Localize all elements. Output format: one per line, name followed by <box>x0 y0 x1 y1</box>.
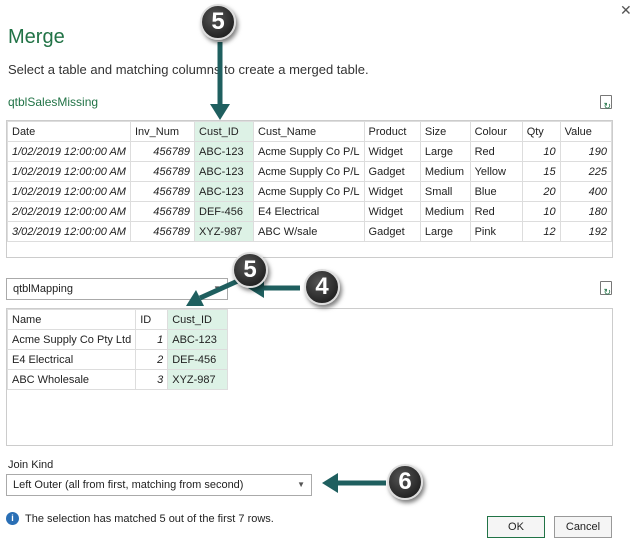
table-row: 2/02/2019 12:00:00 AM 456789 DEF-456 E4 Ele… <box>7 201 613 222</box>
dialog-title: Merge <box>8 26 65 48</box>
table-row: 3/02/2019 12:00:00 AM 456789 XYZ-987 ABC W/… <box>7 221 613 242</box>
annotation-badge: 4 <box>304 269 340 305</box>
column-header[interactable]: Colour <box>469 121 523 142</box>
table-cell: Large <box>419 221 471 242</box>
table-cell: ABC-123 <box>167 329 229 350</box>
annotation-badge: 5 <box>232 252 268 288</box>
close-button[interactable]: ✕ <box>620 2 632 18</box>
table-cell: 192 <box>559 221 613 242</box>
chevron-down-icon: ▼ <box>297 480 305 489</box>
column-header[interactable]: Inv_Num <box>129 121 196 142</box>
table-cell: ABC-123 <box>194 141 255 162</box>
column-header[interactable]: Cust_ID <box>167 309 229 330</box>
table-cell: 3/02/2019 12:00:00 AM <box>7 221 131 242</box>
cancel-button[interactable]: Cancel <box>554 516 612 538</box>
table-cell: 456789 <box>129 221 196 242</box>
table1-preview: Date Inv_Num Cust_ID Cust_Name Product Size Co… <box>6 120 613 258</box>
column-header[interactable]: Value <box>559 121 613 142</box>
column-header[interactable]: Name <box>6 309 137 330</box>
column-header[interactable]: Cust_Name <box>253 121 365 142</box>
table-cell: DEF-456 <box>194 201 255 222</box>
table-cell: Large <box>419 141 471 162</box>
column-header[interactable]: Cust_ID <box>194 121 255 142</box>
table1-name: qtblSalesMissing <box>8 95 99 109</box>
table2-grid: Name ID Cust_ID Acme Supply Co Pty Ltd 1 ABC-… <box>6 309 229 390</box>
annotation-badge: 5 <box>200 4 236 40</box>
match-status: i The selection has matched 5 out of the… <box>6 512 274 525</box>
dialog-subtitle: Select a table and matching columns to c… <box>8 62 369 77</box>
annotation-badge: 6 <box>387 464 423 500</box>
table-cell: ABC-123 <box>194 181 255 202</box>
table-cell: Widget <box>363 141 421 162</box>
table-cell: Medium <box>419 161 471 182</box>
table-cell: E4 Electrical <box>6 349 137 370</box>
table-cell: 1/02/2019 12:00:00 AM <box>7 161 131 182</box>
join-kind-select[interactable]: Left Outer (all from first, matching fro… <box>6 474 312 496</box>
table-cell: Medium <box>419 201 471 222</box>
table-cell: 1/02/2019 12:00:00 AM <box>7 141 131 162</box>
join-kind-value: Left Outer (all from first, matching fro… <box>13 479 244 491</box>
table-row: ABC Wholesale 3 XYZ-987 <box>6 369 229 390</box>
refresh-preview-icon[interactable]: ↻ <box>600 281 612 297</box>
table-cell: Acme Supply Co P/L <box>253 181 365 202</box>
ok-button[interactable]: OK <box>487 516 545 538</box>
table-cell: Red <box>469 141 523 162</box>
match-status-text: The selection has matched 5 out of the f… <box>25 512 274 525</box>
arrow-down-2 <box>198 277 242 301</box>
table-cell: 2/02/2019 12:00:00 AM <box>7 201 131 222</box>
table-cell: DEF-456 <box>167 349 229 370</box>
table-cell: Widget <box>363 181 421 202</box>
table1-grid: Date Inv_Num Cust_ID Cust_Name Product Size Co… <box>7 121 613 242</box>
table-cell: ABC-123 <box>194 161 255 182</box>
table-cell: Pink <box>469 221 523 242</box>
info-icon: i <box>6 512 19 525</box>
table2-select[interactable]: qtblMapping ▼ <box>6 278 228 300</box>
table-row: 1/02/2019 12:00:00 AM 456789 ABC-123 Acme S… <box>7 161 613 182</box>
table-cell: Gadget <box>363 161 421 182</box>
table-cell: XYZ-987 <box>167 369 229 390</box>
table-cell: Gadget <box>363 221 421 242</box>
refresh-preview-icon[interactable]: ↻ <box>600 95 612 111</box>
join-kind-label: Join Kind <box>8 459 54 471</box>
table-row: E4 Electrical 2 DEF-456 <box>6 349 229 370</box>
table-cell: ABC Wholesale <box>6 369 137 390</box>
table-cell: XYZ-987 <box>194 221 255 242</box>
table2-select-value: qtblMapping <box>13 283 73 295</box>
table2-preview: Name ID Cust_ID Acme Supply Co Pty Ltd 1 ABC-… <box>6 308 613 446</box>
table-cell: Acme Supply Co P/L <box>253 141 365 162</box>
table-cell: Red <box>469 201 523 222</box>
